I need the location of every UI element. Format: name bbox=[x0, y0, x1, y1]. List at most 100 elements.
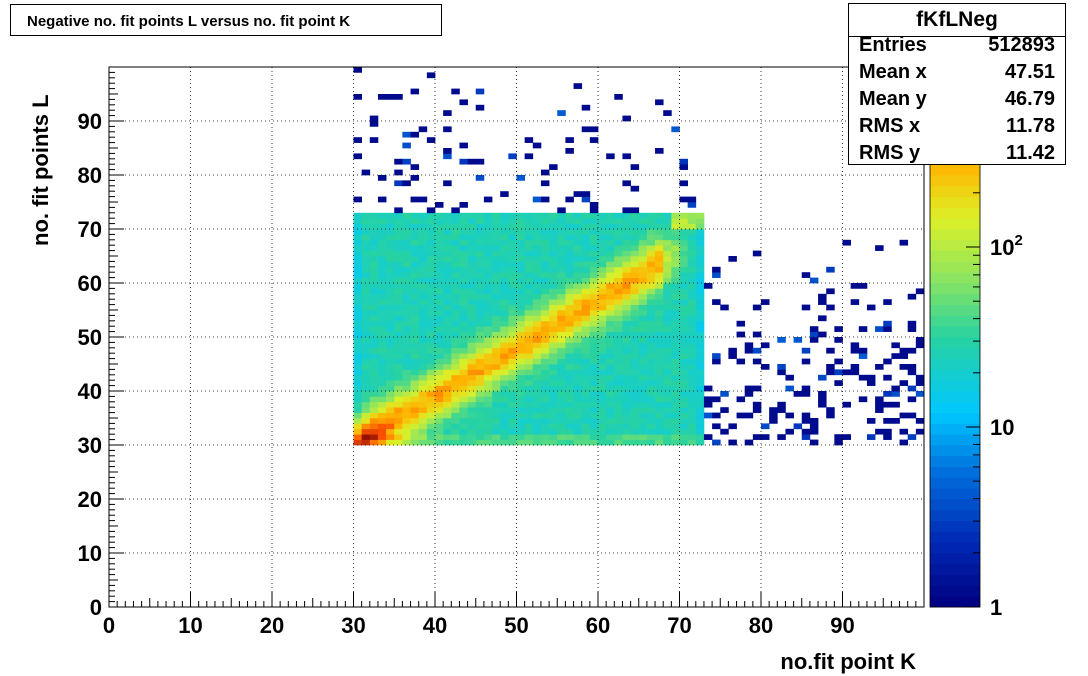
heatmap-cell bbox=[630, 342, 640, 349]
palette-step bbox=[930, 369, 980, 381]
heatmap-cell bbox=[361, 250, 371, 257]
heatmap-cell bbox=[410, 304, 420, 311]
heatmap-cell bbox=[516, 250, 525, 257]
heatmap-cell bbox=[369, 423, 379, 430]
heatmap-cell bbox=[606, 337, 615, 343]
heatmap-cell bbox=[459, 434, 468, 440]
heatmap-cell bbox=[386, 439, 395, 446]
heatmap-cell bbox=[435, 223, 444, 230]
heatmap-cell bbox=[606, 391, 615, 397]
heatmap-cell bbox=[549, 428, 558, 435]
heatmap-cell bbox=[614, 331, 623, 338]
heatmap-cell bbox=[899, 412, 909, 419]
palette-step bbox=[930, 391, 980, 403]
heatmap-cell bbox=[500, 293, 509, 300]
heatmap-cell bbox=[663, 245, 672, 251]
heatmap-cell bbox=[459, 256, 468, 262]
heatmap-cell bbox=[687, 234, 697, 241]
heatmap-cell bbox=[475, 428, 485, 435]
heatmap-cell bbox=[671, 434, 680, 440]
x-tick-label: 10 bbox=[178, 613, 202, 638]
heatmap-cell bbox=[614, 380, 623, 386]
heatmap-cell bbox=[386, 315, 395, 322]
heatmap-cell bbox=[483, 256, 493, 262]
heatmap-cell bbox=[443, 369, 452, 376]
heatmap-cell bbox=[369, 347, 379, 354]
heatmap-cell bbox=[459, 374, 468, 381]
heatmap-cell bbox=[426, 423, 436, 430]
heatmap-cell bbox=[646, 434, 656, 440]
heatmap-cell bbox=[467, 283, 477, 289]
heatmap-cell bbox=[557, 353, 566, 359]
heatmap-cell bbox=[671, 288, 680, 295]
heatmap-cell bbox=[606, 261, 615, 268]
heatmap-cell bbox=[369, 261, 379, 268]
heatmap-cell bbox=[549, 364, 558, 370]
heatmap-cell bbox=[557, 423, 566, 430]
heatmap-cell bbox=[467, 439, 477, 446]
heatmap-cell bbox=[459, 304, 468, 311]
heatmap-cell bbox=[883, 374, 892, 381]
heatmap-cell bbox=[508, 272, 517, 278]
heatmap-cell bbox=[483, 218, 493, 224]
heatmap-cell bbox=[622, 315, 631, 322]
heatmap-cell bbox=[426, 304, 436, 311]
heatmap-cell bbox=[516, 299, 525, 305]
heatmap-cell bbox=[540, 239, 550, 246]
heatmap-cell bbox=[646, 331, 656, 338]
heatmap-cell bbox=[703, 434, 713, 440]
heatmap-cell bbox=[850, 364, 860, 370]
heatmap-cell bbox=[492, 353, 501, 359]
heatmap-cell bbox=[377, 293, 387, 300]
heatmap-cell bbox=[777, 337, 786, 343]
heatmap-cell bbox=[532, 331, 542, 338]
heatmap-cell bbox=[540, 369, 550, 376]
heatmap-cell bbox=[557, 288, 566, 295]
heatmap-cell bbox=[614, 428, 623, 435]
heatmap-cell bbox=[418, 126, 428, 133]
heatmap-cell bbox=[402, 401, 411, 408]
heatmap-cell bbox=[549, 277, 558, 284]
heatmap-cell bbox=[712, 396, 721, 403]
heatmap-cell bbox=[508, 412, 517, 419]
heatmap-cell bbox=[459, 391, 468, 397]
heatmap-cell bbox=[394, 347, 403, 354]
heatmap-cell bbox=[475, 331, 485, 338]
heatmap-cell bbox=[679, 418, 688, 424]
heatmap-cell bbox=[581, 277, 591, 284]
heatmap-cell bbox=[524, 304, 534, 311]
heatmap-cell bbox=[606, 331, 615, 338]
heatmap-cell bbox=[361, 434, 371, 440]
heatmap-cell bbox=[646, 304, 656, 311]
heatmap-cell bbox=[818, 293, 827, 300]
heatmap-cell bbox=[492, 320, 501, 327]
heatmap-cell bbox=[826, 266, 835, 273]
heatmap-cell bbox=[818, 391, 827, 397]
heatmap-cell bbox=[402, 396, 411, 403]
heatmap-cell bbox=[622, 207, 631, 214]
heatmap-cell bbox=[663, 315, 672, 322]
heatmap-cell bbox=[524, 223, 534, 230]
heatmap-cell bbox=[622, 337, 631, 343]
heatmap-cell bbox=[459, 385, 468, 392]
heatmap-cell bbox=[361, 374, 371, 381]
heatmap-cell bbox=[540, 331, 550, 338]
heatmap-cell bbox=[361, 401, 371, 408]
heatmap-cell bbox=[426, 369, 436, 376]
heatmap-cell bbox=[532, 418, 542, 424]
heatmap-cell bbox=[630, 229, 640, 235]
heatmap-cell bbox=[679, 304, 688, 311]
heatmap-cell bbox=[646, 320, 656, 327]
heatmap-cell bbox=[451, 304, 460, 311]
heatmap-cell bbox=[589, 212, 599, 219]
heatmap-cell bbox=[671, 126, 680, 133]
heatmap-cell bbox=[606, 299, 615, 305]
heatmap-cell bbox=[386, 401, 395, 408]
heatmap-cell bbox=[614, 94, 623, 100]
heatmap-cell bbox=[361, 277, 371, 284]
heatmap-cell bbox=[646, 369, 656, 376]
heatmap-cell bbox=[369, 223, 379, 230]
heatmap-cell bbox=[915, 337, 925, 343]
heatmap-cell bbox=[492, 250, 501, 257]
heatmap-cell bbox=[524, 358, 534, 365]
